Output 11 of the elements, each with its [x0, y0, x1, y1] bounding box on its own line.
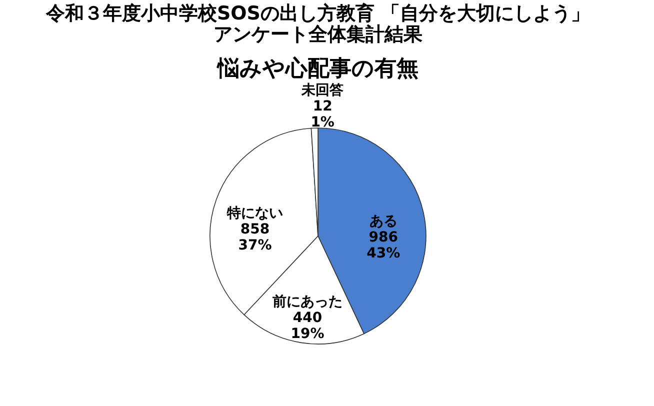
text: 令和３年度小中学校SOSの出し方教育 「自分を大切にしよう」 — [46, 2, 590, 24]
text: アンケート全体集計結果 — [214, 23, 422, 46]
data-label: 440 19% — [290, 310, 324, 342]
slice-label: ある — [369, 213, 398, 230]
data-label: 858 37% — [238, 221, 272, 254]
slice-label: 未回答 — [300, 82, 344, 98]
chart-subtitle: 悩みや心配事の有無 — [216, 55, 418, 82]
data-label: 12 1% — [310, 98, 334, 130]
slice-label: 前にあった — [272, 294, 343, 310]
slice-label: 特にない — [226, 205, 283, 222]
data-label: 986 43% — [366, 229, 400, 262]
